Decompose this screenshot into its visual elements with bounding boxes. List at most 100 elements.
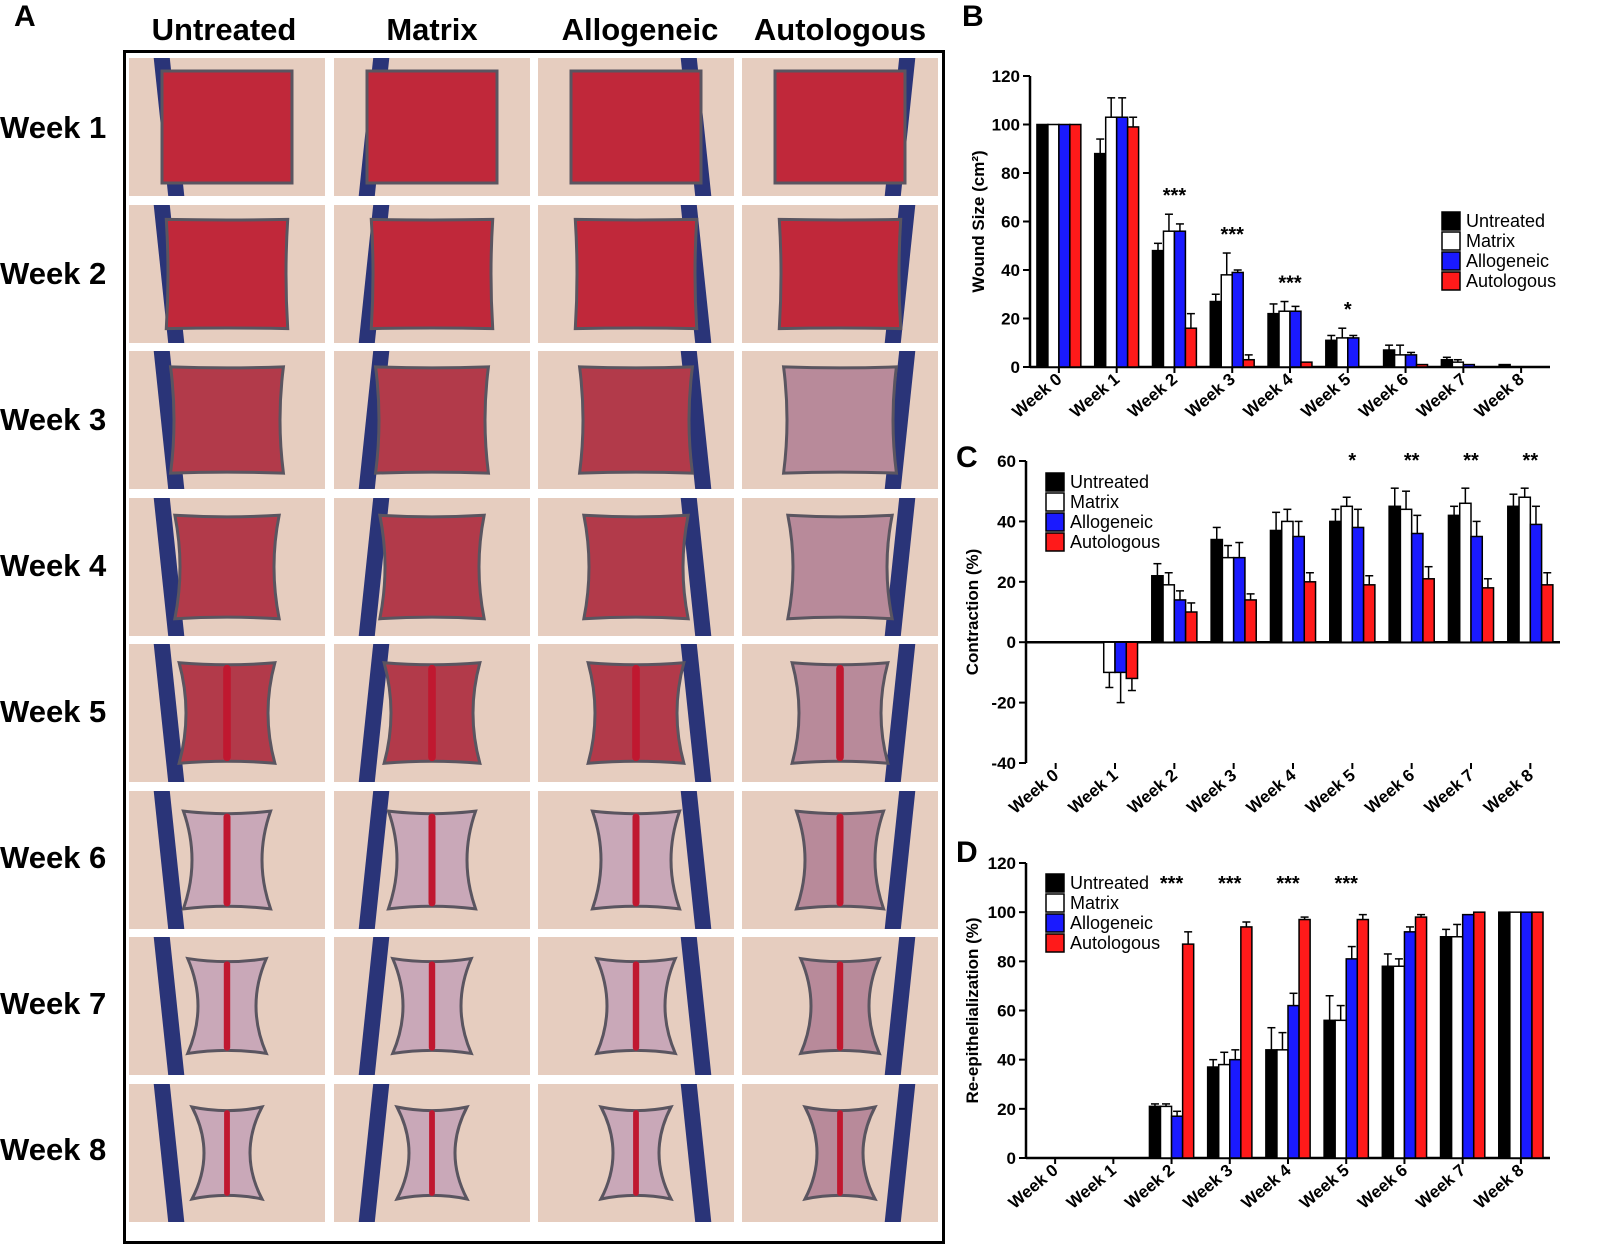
bar xyxy=(1242,358,1255,368)
bar xyxy=(1125,641,1139,680)
x-tick-label: Week 0 xyxy=(1005,766,1062,818)
legend-swatch xyxy=(1045,472,1065,492)
bar xyxy=(1356,918,1370,1159)
bar xyxy=(1531,911,1544,1159)
wound-photo xyxy=(129,58,325,196)
bar xyxy=(1069,123,1082,368)
legend-label: Untreated xyxy=(1070,472,1149,492)
wound-photo xyxy=(538,644,734,782)
bar xyxy=(1104,116,1118,368)
column-header-matrix: Matrix xyxy=(386,12,478,47)
legend-swatch xyxy=(1441,211,1461,231)
bar xyxy=(1244,599,1257,643)
bar xyxy=(1498,911,1511,1159)
wound-photo xyxy=(129,937,325,1075)
bar xyxy=(1451,361,1465,368)
significance-annotation: *** xyxy=(1335,873,1359,895)
bar xyxy=(1450,936,1464,1159)
bar xyxy=(1115,116,1129,368)
bar xyxy=(1410,532,1424,643)
bar xyxy=(1209,300,1222,368)
legend-label: Allogeneic xyxy=(1070,913,1153,933)
bar xyxy=(1210,538,1224,643)
y-tick-label: 100 xyxy=(988,903,1016,922)
bar xyxy=(1126,126,1140,368)
row-label-week-3: Week 3 xyxy=(0,402,107,437)
wound-photo xyxy=(129,1083,325,1222)
bar xyxy=(1287,1004,1300,1159)
wound-photo xyxy=(334,790,530,929)
bar xyxy=(1151,575,1164,643)
bar xyxy=(1162,584,1176,643)
legend-swatch xyxy=(1045,933,1065,953)
x-tick-label: Week 0 xyxy=(1005,1161,1062,1213)
wound-photo xyxy=(129,351,325,489)
bar xyxy=(1440,358,1454,368)
panel-a-letter: A xyxy=(14,0,36,33)
wound-photo xyxy=(334,351,530,489)
bar xyxy=(1325,339,1338,368)
bar xyxy=(1518,496,1532,643)
x-tick-label: Week 3 xyxy=(1183,766,1240,818)
bar xyxy=(1439,936,1453,1159)
x-tick-label: Week 7 xyxy=(1412,1161,1469,1213)
legend-label: Allogeneic xyxy=(1070,512,1153,532)
x-tick-label: Week 5 xyxy=(1296,1161,1353,1213)
x-tick-label: Week 7 xyxy=(1421,766,1478,818)
wound-photo xyxy=(334,204,530,343)
bar xyxy=(1217,1063,1231,1159)
bar xyxy=(1462,363,1476,368)
wound-photo xyxy=(538,1083,734,1222)
wound-photo xyxy=(742,58,938,196)
bar xyxy=(1300,361,1313,368)
row-label-week-1: Week 1 xyxy=(0,110,107,145)
x-tick-label: Week 3 xyxy=(1179,1161,1236,1213)
legend-swatch xyxy=(1045,893,1065,913)
bar xyxy=(1520,911,1533,1159)
bar xyxy=(1184,327,1198,368)
x-tick-label: Week 8 xyxy=(1471,370,1528,422)
bar xyxy=(1173,230,1187,368)
y-tick-label: 80 xyxy=(1001,164,1020,183)
bar xyxy=(1148,1105,1162,1159)
wound-photo-grid xyxy=(123,50,945,1244)
y-tick-label: 40 xyxy=(997,512,1016,531)
bar xyxy=(1323,1019,1336,1159)
panel-letter: D xyxy=(956,836,978,869)
bar xyxy=(1036,123,1049,368)
bar xyxy=(1403,931,1417,1159)
bar xyxy=(1345,958,1359,1159)
bar xyxy=(1159,1105,1173,1159)
y-tick-label: 60 xyxy=(997,1002,1016,1021)
bar xyxy=(1334,1019,1347,1159)
column-header-untreated: Untreated xyxy=(151,12,297,47)
bar xyxy=(1232,556,1246,643)
wound-photo xyxy=(129,204,325,343)
x-tick-label: Week 4 xyxy=(1243,765,1300,817)
x-tick-label: Week 5 xyxy=(1302,766,1359,818)
bar xyxy=(1340,505,1354,643)
wound-photo xyxy=(742,351,938,489)
wound-photo xyxy=(538,58,734,196)
re-epithelialization-chart: D 0 20 40 60 80 100 120 Re-epithelialization (%)… xyxy=(956,836,1550,1213)
bar xyxy=(1162,230,1176,368)
bar xyxy=(1498,363,1511,368)
x-tick-label: Week 7 xyxy=(1413,370,1470,422)
legend-label: Matrix xyxy=(1070,492,1119,512)
significance-annotation: *** xyxy=(1160,873,1184,895)
y-tick-label: 0 xyxy=(1011,358,1020,377)
row-label-week-2: Week 2 xyxy=(0,256,107,291)
x-tick-label: Week 5 xyxy=(1297,370,1354,422)
wound-photo xyxy=(538,497,734,636)
wound-photo xyxy=(742,204,938,343)
wound-photo xyxy=(538,204,734,343)
bar xyxy=(1529,523,1543,643)
bar xyxy=(1276,1049,1289,1159)
column-header-autologous: Autologous xyxy=(753,12,927,47)
bar xyxy=(1151,249,1165,368)
legend-label: Autologous xyxy=(1070,532,1160,552)
wound-photo xyxy=(334,937,530,1075)
bar xyxy=(1540,584,1554,643)
row-label-week-6: Week 6 xyxy=(0,840,107,875)
